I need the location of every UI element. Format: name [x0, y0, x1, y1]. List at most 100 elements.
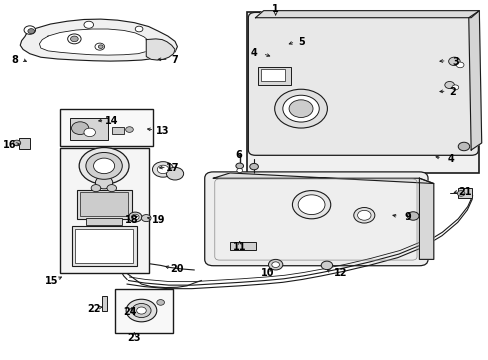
Polygon shape: [419, 178, 433, 259]
Bar: [75, 229, 133, 263]
Text: 1: 1: [272, 4, 279, 14]
Text: 8: 8: [11, 55, 18, 65]
Bar: [60, 109, 153, 147]
Text: 5: 5: [298, 37, 305, 48]
Text: 11: 11: [232, 242, 246, 252]
Circle shape: [84, 128, 95, 136]
Text: 17: 17: [165, 163, 179, 173]
FancyBboxPatch shape: [204, 172, 427, 266]
Bar: [115, 289, 172, 333]
Circle shape: [157, 165, 168, 174]
Circle shape: [28, 29, 35, 33]
Circle shape: [260, 72, 271, 81]
Bar: [72, 226, 137, 266]
Circle shape: [107, 185, 116, 192]
Circle shape: [70, 36, 78, 42]
Bar: [77, 190, 132, 219]
FancyBboxPatch shape: [248, 12, 477, 155]
Circle shape: [235, 163, 243, 169]
Circle shape: [288, 100, 312, 117]
Circle shape: [67, 34, 81, 44]
Text: 3: 3: [451, 57, 458, 67]
Text: 18: 18: [125, 215, 139, 225]
Text: 16: 16: [3, 140, 17, 150]
Circle shape: [451, 85, 458, 90]
Circle shape: [353, 207, 374, 223]
Circle shape: [128, 212, 142, 222]
Circle shape: [132, 303, 151, 318]
Circle shape: [444, 81, 453, 89]
Circle shape: [136, 307, 146, 314]
Circle shape: [298, 195, 325, 215]
Bar: [457, 188, 471, 198]
Circle shape: [274, 89, 327, 128]
Text: 19: 19: [151, 215, 164, 225]
Circle shape: [249, 163, 258, 170]
Circle shape: [457, 142, 469, 151]
Text: 4: 4: [250, 48, 257, 58]
Circle shape: [91, 185, 101, 192]
Circle shape: [79, 148, 129, 184]
Circle shape: [282, 95, 319, 122]
Bar: [230, 242, 256, 250]
Text: 4: 4: [446, 154, 453, 164]
Polygon shape: [468, 11, 481, 150]
Bar: [257, 67, 290, 85]
Circle shape: [141, 215, 151, 222]
Bar: [112, 127, 123, 134]
Text: 6: 6: [235, 150, 242, 160]
Bar: [80, 192, 128, 216]
Circle shape: [84, 21, 93, 28]
Circle shape: [152, 162, 173, 177]
Circle shape: [126, 299, 157, 322]
Circle shape: [321, 261, 332, 270]
Text: 10: 10: [260, 269, 274, 279]
Polygon shape: [146, 39, 175, 60]
Circle shape: [455, 62, 463, 68]
Text: 23: 23: [127, 333, 141, 343]
Text: 15: 15: [45, 275, 59, 285]
Bar: [69, 118, 108, 140]
Circle shape: [292, 190, 330, 219]
Circle shape: [98, 45, 103, 48]
Bar: [261, 69, 285, 81]
Circle shape: [86, 153, 122, 179]
Circle shape: [13, 140, 20, 146]
Text: 12: 12: [333, 269, 346, 279]
Text: 21: 21: [457, 187, 471, 197]
Circle shape: [456, 190, 464, 196]
Circle shape: [95, 176, 113, 189]
Circle shape: [125, 127, 133, 132]
Circle shape: [131, 214, 139, 220]
Circle shape: [236, 168, 242, 172]
Circle shape: [71, 122, 89, 135]
Circle shape: [268, 259, 282, 270]
Bar: [19, 138, 30, 149]
Text: 20: 20: [170, 264, 184, 274]
Circle shape: [135, 26, 142, 32]
Circle shape: [447, 57, 459, 66]
Polygon shape: [213, 173, 433, 184]
Polygon shape: [20, 19, 177, 61]
Bar: [86, 219, 122, 225]
Text: 7: 7: [171, 55, 178, 65]
Circle shape: [407, 212, 418, 220]
Circle shape: [357, 210, 370, 220]
Polygon shape: [255, 11, 478, 18]
Bar: [102, 296, 107, 311]
Polygon shape: [40, 29, 152, 55]
Text: 9: 9: [403, 212, 410, 222]
Text: 24: 24: [123, 307, 137, 317]
Circle shape: [157, 300, 164, 305]
Bar: [246, 12, 478, 173]
Circle shape: [166, 167, 183, 180]
Circle shape: [95, 43, 104, 50]
Bar: [60, 148, 148, 274]
Circle shape: [263, 75, 268, 79]
Text: 22: 22: [86, 304, 100, 314]
Text: 2: 2: [448, 87, 455, 97]
Text: 14: 14: [104, 116, 118, 126]
Circle shape: [24, 26, 36, 34]
Circle shape: [271, 262, 279, 267]
Circle shape: [93, 158, 114, 174]
